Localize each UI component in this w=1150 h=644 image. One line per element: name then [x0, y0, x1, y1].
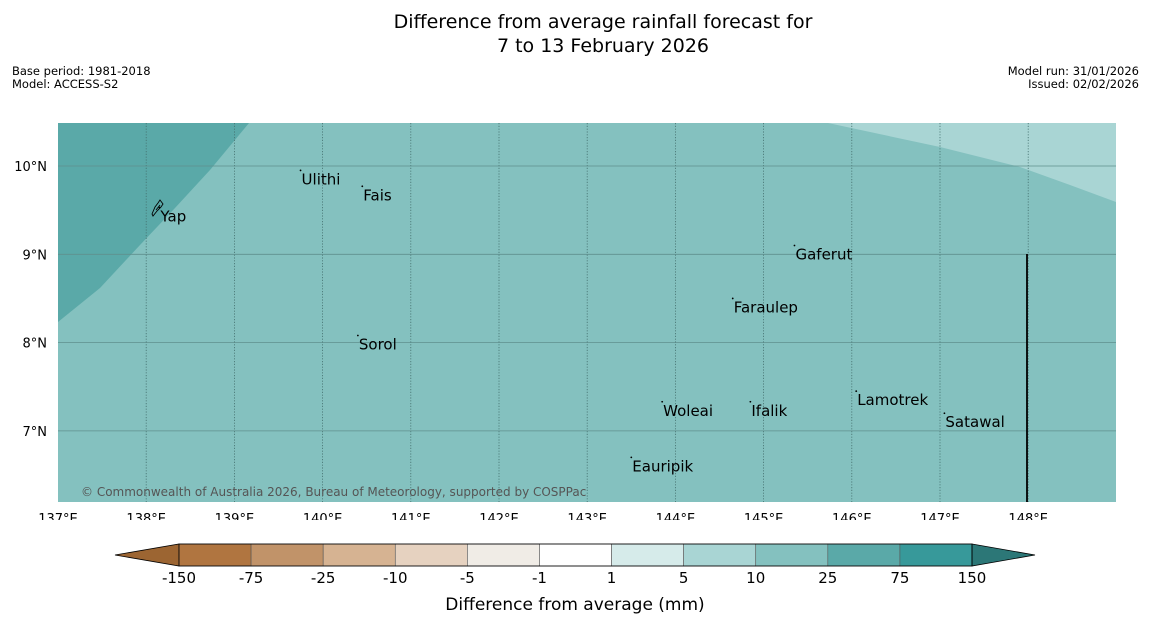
map-title: Difference from average rainfall forecas…	[0, 10, 1150, 58]
colorbar-tick-label: 1	[607, 569, 617, 587]
colorbar-frame	[178, 543, 973, 567]
title-line-2: 7 to 13 February 2026	[496, 35, 710, 57]
island-label-yap: Yap	[159, 208, 186, 226]
island-label-satawal: Satawal	[945, 413, 1004, 431]
colorbar-tick-label: -75	[239, 569, 264, 587]
colorbar-tick-label: 25	[818, 569, 837, 587]
colorbar-ticks: -150 -75 -25 -10 -5 -1 1 5 10 25 75 150	[162, 569, 986, 587]
issued-text: Issued: 02/02/2026	[1028, 77, 1139, 91]
colorbar-tick-label: -25	[311, 569, 336, 587]
island-marker	[356, 334, 359, 337]
colorbar-segment	[322, 543, 396, 567]
island-marker	[943, 412, 946, 415]
colorbar-segment	[539, 543, 612, 567]
colorbar-tick-label: -1	[532, 569, 547, 587]
colorbar-tick-label: 75	[890, 569, 909, 587]
lon-tick-label: 144°E	[656, 512, 696, 520]
meta-right: Model run: 31/01/2026 Issued: 02/02/2026	[1008, 65, 1139, 91]
island-marker	[361, 185, 364, 188]
island-marker	[855, 390, 858, 393]
island-label-eauripik: Eauripik	[632, 457, 693, 475]
lon-tick-label: 140°E	[303, 512, 343, 520]
lat-tick-label: 10°N	[14, 160, 47, 175]
colorbar-tick-label: 5	[679, 569, 689, 587]
colorbar-extend-high	[971, 543, 1036, 567]
colorbar-segment	[467, 543, 540, 567]
colorbar-segment	[611, 543, 684, 567]
lat-tick-label: 9°N	[23, 248, 48, 263]
model-text: Model: ACCESS-S2	[12, 77, 119, 91]
map-background	[58, 123, 1116, 502]
forecast-map: Ulithi Fais Yap Gaferut Faraulep Sorol Lamotre…	[14, 123, 1116, 520]
island-label-fais: Fais	[363, 186, 392, 204]
base-period-text: Base period: 1981-2018	[12, 64, 151, 78]
colorbar-segment	[755, 543, 829, 567]
colorbar-segments	[114, 543, 1036, 567]
lon-tick-label: 143°E	[567, 512, 607, 520]
colorbar-label: Difference from average (mm)	[445, 595, 704, 615]
colorbar-segment	[250, 543, 324, 567]
colorbar-tick-label: -150	[162, 569, 196, 587]
island-label-ulithi: Ulithi	[302, 170, 341, 188]
colorbar-segment	[899, 543, 973, 567]
island-marker	[793, 244, 796, 247]
grid-layer	[58, 123, 1116, 502]
lat-tick-label: 8°N	[23, 337, 48, 352]
island-marker	[661, 400, 664, 403]
shade-region-25-75	[58, 123, 249, 322]
colorbar-extend-low	[114, 543, 180, 567]
colorbar-tick-label: 150	[958, 569, 987, 587]
colorbar-segment	[683, 543, 757, 567]
island-label-faraulep: Faraulep	[734, 298, 798, 316]
lon-tick-label: 139°E	[215, 512, 255, 520]
shading-layer	[58, 123, 1116, 322]
island-marker	[299, 169, 302, 172]
lon-tick-label: 138°E	[126, 512, 166, 520]
meta-left: Base period: 1981-2018 Model: ACCESS-S2	[12, 65, 151, 91]
island-label-sorol: Sorol	[359, 336, 397, 354]
island-marker	[749, 400, 752, 403]
lon-tick-label: 141°E	[391, 512, 431, 520]
lon-tick-label: 146°E	[832, 512, 872, 520]
colorbar-segment	[178, 543, 252, 567]
island-label-gaferut: Gaferut	[795, 245, 852, 263]
colorbar-tick-label: -10	[383, 569, 408, 587]
model-run-text: Model run: 31/01/2026	[1007, 64, 1139, 78]
lon-tick-label: 145°E	[744, 512, 784, 520]
tick-labels: 137°E 138°E 139°E 140°E 141°E 142°E 143°E 144°E…	[14, 160, 1048, 520]
island-label-ifalik: Ifalik	[751, 402, 787, 420]
island-label-woleai: Woleai	[663, 402, 713, 420]
colorbar-tick-label: -5	[460, 569, 475, 587]
colorbar: -150 -75 -25 -10 -5 -1 1 5 10 25 75 150 Difference …	[114, 543, 1036, 615]
lon-tick-label: 148°E	[1008, 512, 1048, 520]
island-marker	[731, 297, 734, 300]
copyright-text: © Commonwealth of Australia 2026, Bureau…	[81, 485, 586, 499]
lat-tick-label: 7°N	[23, 425, 48, 440]
lon-tick-label: 137°E	[38, 512, 78, 520]
yap-island-outline	[151, 199, 164, 217]
island-label-lamotrek: Lamotrek	[857, 391, 928, 409]
colorbar-segment	[394, 543, 468, 567]
lon-tick-label: 142°E	[479, 512, 519, 520]
island-layer: Ulithi Fais Yap Gaferut Faraulep Sorol Lamotre…	[158, 169, 1005, 475]
colorbar-tick-label: 10	[746, 569, 765, 587]
colorbar-segment	[827, 543, 901, 567]
shade-region-5-10	[828, 123, 1116, 202]
title-line-1: Difference from average rainfall forecas…	[393, 11, 813, 33]
lon-tick-label: 147°E	[920, 512, 960, 520]
island-marker	[630, 456, 633, 459]
